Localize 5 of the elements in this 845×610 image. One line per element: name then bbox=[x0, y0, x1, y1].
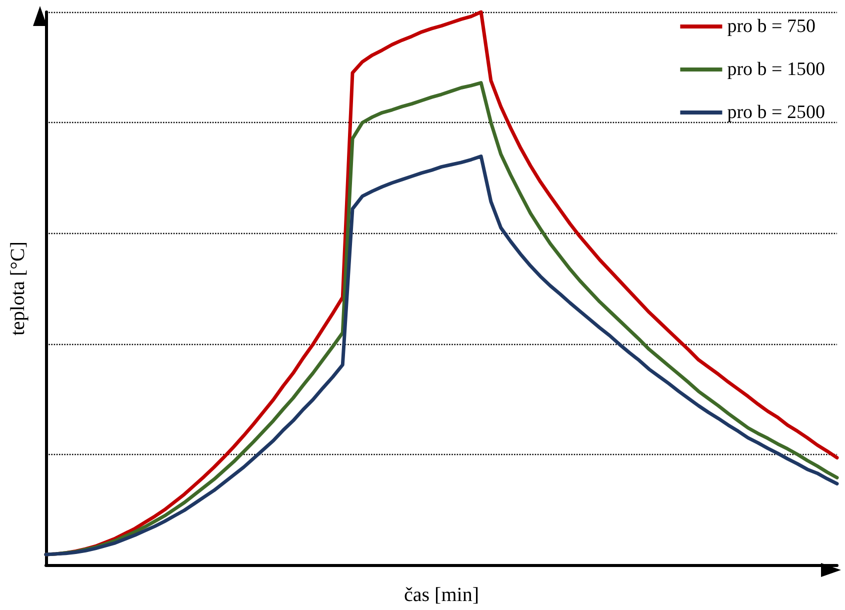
legend-label: pro b = 750 bbox=[727, 16, 816, 37]
x-axis-title: čas [min] bbox=[404, 584, 479, 606]
legend-label: pro b = 2500 bbox=[727, 102, 826, 123]
legend-label: pro b = 1500 bbox=[727, 59, 826, 80]
y-axis-title: teplota [°C] bbox=[7, 241, 29, 336]
